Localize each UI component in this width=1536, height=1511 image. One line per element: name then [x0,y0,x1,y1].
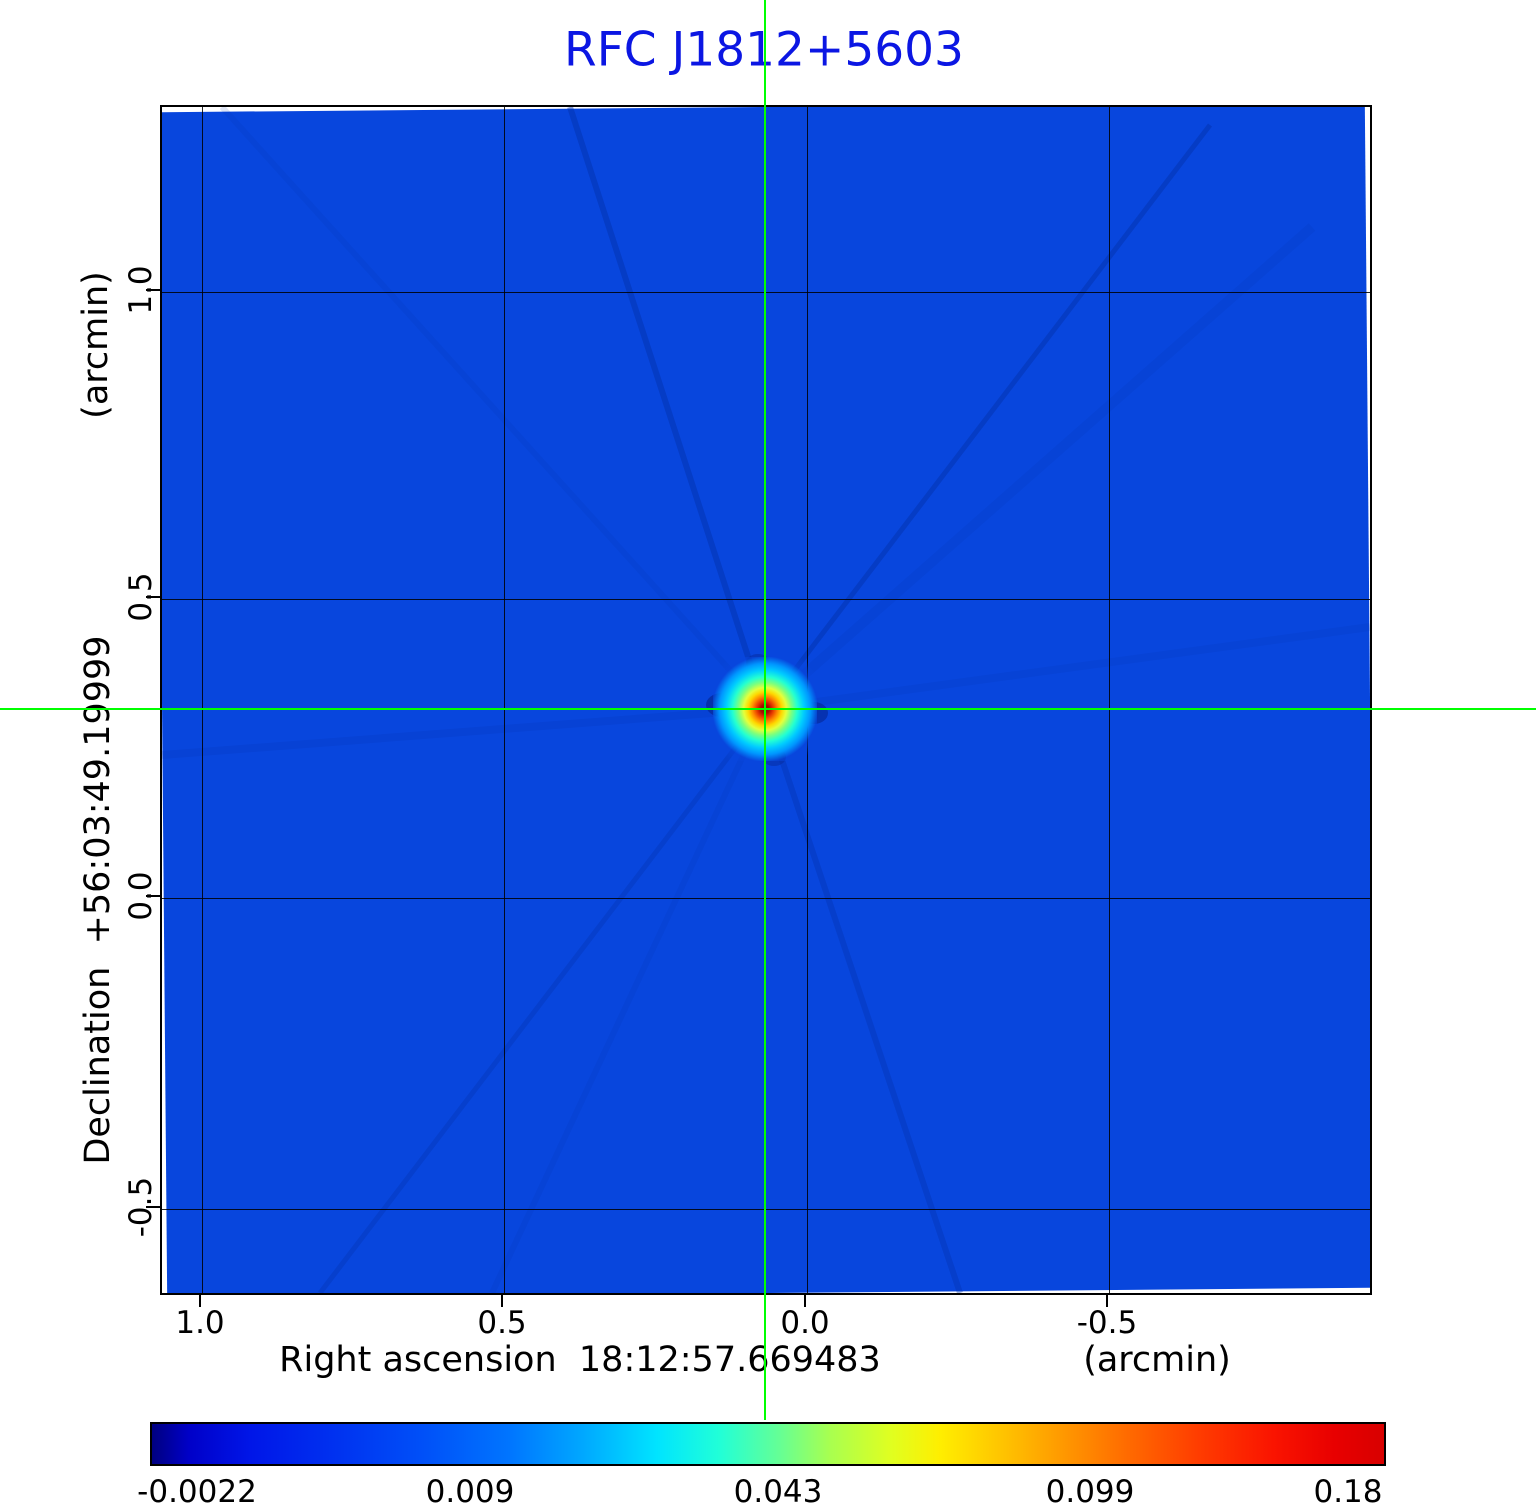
gridline-vertical [1109,107,1110,1293]
crosshair-vertical [764,0,766,1420]
gridline-horizontal [162,599,1370,600]
axis-tick [146,895,160,897]
x-tick-label: 1.0 [175,1305,225,1341]
sky-map-plot [160,105,1372,1295]
sidelobe-streak [762,708,963,1293]
colorbar-tick-label: -0.0022 [137,1474,257,1510]
axis-tick [199,1295,201,1307]
colorbar [150,1422,1386,1466]
gridline-horizontal [162,898,1370,899]
crosshair-horizontal [0,708,1536,710]
sidelobe-streak [162,705,766,759]
axis-tick [146,289,160,291]
x-axis-unit-label: (arcmin) [1083,1340,1231,1380]
axis-tick [804,1295,806,1307]
y-axis-unit-label: (arcmin) [76,271,116,419]
sidelobe-streak [761,223,1316,713]
x-axis-label: Right ascension 18:12:57.669483 [279,1340,881,1380]
sidelobe-streak [763,123,1212,711]
sidelobe-streak [567,107,768,710]
sidelobe-streak [219,107,768,712]
axis-tick [1106,1295,1108,1307]
gridline-horizontal [162,1209,1370,1210]
gridline-horizontal [162,292,1370,293]
colorbar-tick-label: 0.099 [1045,1474,1135,1510]
axis-tick [146,596,160,598]
gridline-vertical [202,107,203,1293]
x-tick-label: -0.5 [1076,1305,1138,1341]
x-tick-label: 0.5 [477,1305,527,1341]
sidelobe-streaks [162,107,1370,1293]
colorbar-tick-label: 0.009 [425,1474,515,1510]
x-tick-label: 0.0 [780,1305,830,1341]
sidelobe-streak [764,623,1370,713]
sidelobe-streak [318,707,767,1293]
gridline-vertical [504,107,505,1293]
colorbar-tick-label: 0.18 [1313,1474,1383,1510]
colorbar-tick-label: 0.043 [733,1474,823,1510]
figure-title: RFC J1812+5603 [564,22,964,78]
sidelobe-streak [489,707,768,1293]
axis-tick [146,1206,160,1208]
y-axis-label: Declination +56:03:49.19999 [78,635,118,1165]
axis-tick [501,1295,503,1307]
